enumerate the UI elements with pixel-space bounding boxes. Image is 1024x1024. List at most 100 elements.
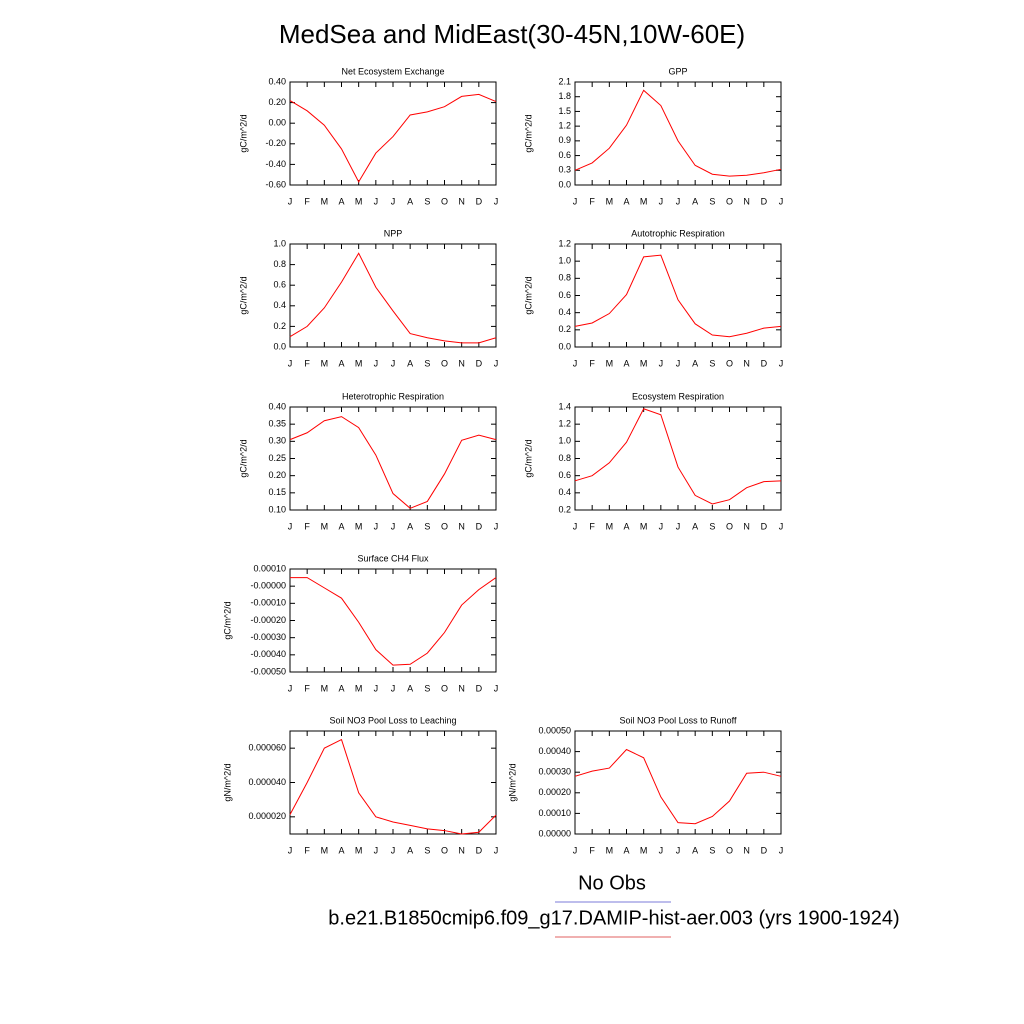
x-tick-label: D: [476, 358, 483, 368]
y-tick-label: 0.20: [268, 470, 286, 480]
x-tick-label: O: [441, 196, 448, 206]
data-line: [289, 93, 497, 183]
x-tick-label: N: [458, 845, 465, 855]
x-tick-label: O: [441, 683, 448, 693]
x-tick-label: J: [494, 196, 499, 206]
x-tick-label: S: [424, 196, 430, 206]
y-tick-label: 0.00020: [538, 787, 571, 797]
x-tick-label: J: [374, 521, 379, 531]
y-tick-label: 0.40: [268, 76, 286, 86]
x-tick-label: J: [391, 683, 396, 693]
x-tick-label: A: [338, 845, 344, 855]
y-axis-label: gC/m^2/d: [238, 439, 248, 477]
x-tick-label: M: [321, 845, 329, 855]
x-tick-label: O: [726, 521, 733, 531]
x-tick-label: M: [355, 358, 363, 368]
x-tick-label: D: [476, 845, 483, 855]
x-tick-label: S: [424, 521, 430, 531]
x-tick-label: F: [304, 521, 310, 531]
y-tick-label: -0.40: [265, 159, 286, 169]
y-axis-label: gC/m^2/d: [523, 276, 533, 314]
x-tick-label: M: [606, 845, 614, 855]
plot-frame: [289, 730, 497, 835]
x-tick-label: D: [761, 358, 768, 368]
y-tick-label: 0.15: [268, 487, 286, 497]
x-tick-label: N: [743, 358, 750, 368]
x-tick-label: M: [321, 358, 329, 368]
x-tick-label: J: [659, 845, 664, 855]
x-tick-label: M: [321, 521, 329, 531]
panel-title: Autotrophic Respiration: [631, 228, 725, 238]
y-tick-label: 0.000040: [248, 777, 286, 787]
y-tick-label: 0.8: [558, 453, 571, 463]
y-tick-label: 1.4: [558, 401, 571, 411]
x-tick-label: A: [338, 358, 344, 368]
x-tick-label: J: [573, 521, 578, 531]
y-tick-label: 0.2: [273, 321, 286, 331]
x-tick-label: M: [640, 521, 648, 531]
legend-label: No Obs: [578, 872, 646, 894]
x-tick-label: M: [321, 196, 329, 206]
y-axis-label: gN/m^2/d: [507, 763, 517, 801]
x-tick-label: J: [374, 358, 379, 368]
x-tick-label: F: [589, 196, 595, 206]
y-tick-label: 0.00030: [538, 767, 571, 777]
y-tick-label: 0.2: [558, 504, 571, 514]
panel-title: Soil NO3 Pool Loss to Runoff: [620, 715, 737, 725]
y-axis-label: gC/m^2/d: [222, 601, 232, 639]
y-tick-label: 0.6: [273, 280, 286, 290]
panel-title: Surface CH4 Flux: [357, 553, 429, 563]
x-tick-label: N: [743, 196, 750, 206]
x-tick-label: A: [623, 358, 629, 368]
x-tick-label: A: [338, 683, 344, 693]
x-tick-label: A: [407, 683, 413, 693]
x-tick-label: N: [743, 521, 750, 531]
x-tick-label: O: [726, 845, 733, 855]
y-tick-label: 0.20: [268, 97, 286, 107]
x-tick-label: A: [407, 521, 413, 531]
y-tick-label: 0.00010: [253, 563, 286, 573]
x-tick-label: S: [424, 845, 430, 855]
x-tick-label: J: [659, 521, 664, 531]
y-tick-label: 1.5: [558, 106, 571, 116]
plot-frame: [574, 81, 782, 186]
y-tick-label: 0.00050: [538, 725, 571, 735]
x-tick-label: J: [573, 845, 578, 855]
panel-title: GPP: [668, 66, 687, 76]
x-tick-label: J: [779, 358, 784, 368]
x-tick-label: A: [692, 521, 698, 531]
y-tick-label: 1.2: [558, 121, 571, 131]
panel-title: Soil NO3 Pool Loss to Leaching: [329, 715, 456, 725]
x-tick-label: O: [441, 521, 448, 531]
x-tick-label: D: [761, 521, 768, 531]
x-tick-label: A: [692, 358, 698, 368]
y-tick-label: 0.0: [273, 341, 286, 351]
x-tick-label: J: [391, 845, 396, 855]
x-tick-label: N: [458, 521, 465, 531]
plot-frame: [289, 243, 497, 348]
data-line: [574, 748, 782, 825]
x-tick-label: S: [709, 358, 715, 368]
y-tick-label: 0.4: [558, 487, 571, 497]
x-tick-label: S: [709, 196, 715, 206]
figure-title: MedSea and MidEast(30-45N,10W-60E): [279, 19, 745, 49]
y-tick-label: 0.8: [558, 273, 571, 283]
x-tick-label: J: [374, 683, 379, 693]
x-tick-label: F: [589, 358, 595, 368]
x-tick-label: A: [623, 521, 629, 531]
legend-label: b.e21.B1850cmip6.f09_g17.DAMIP-hist-aer.…: [328, 907, 899, 929]
x-tick-label: D: [476, 521, 483, 531]
data-line: [290, 577, 497, 666]
y-tick-label: -0.00040: [250, 649, 286, 659]
y-tick-label: 1.0: [558, 256, 571, 266]
y-tick-label: 0.000020: [248, 811, 286, 821]
y-tick-label: 0.000060: [248, 743, 286, 753]
y-tick-label: 1.8: [558, 91, 571, 101]
x-tick-label: N: [458, 358, 465, 368]
y-tick-label: -0.00010: [250, 598, 286, 608]
panel-title: Heterotrophic Respiration: [342, 391, 444, 401]
y-tick-label: 0.6: [558, 290, 571, 300]
x-tick-label: J: [676, 845, 681, 855]
x-tick-label: J: [676, 196, 681, 206]
y-tick-label: 0.2: [558, 324, 571, 334]
